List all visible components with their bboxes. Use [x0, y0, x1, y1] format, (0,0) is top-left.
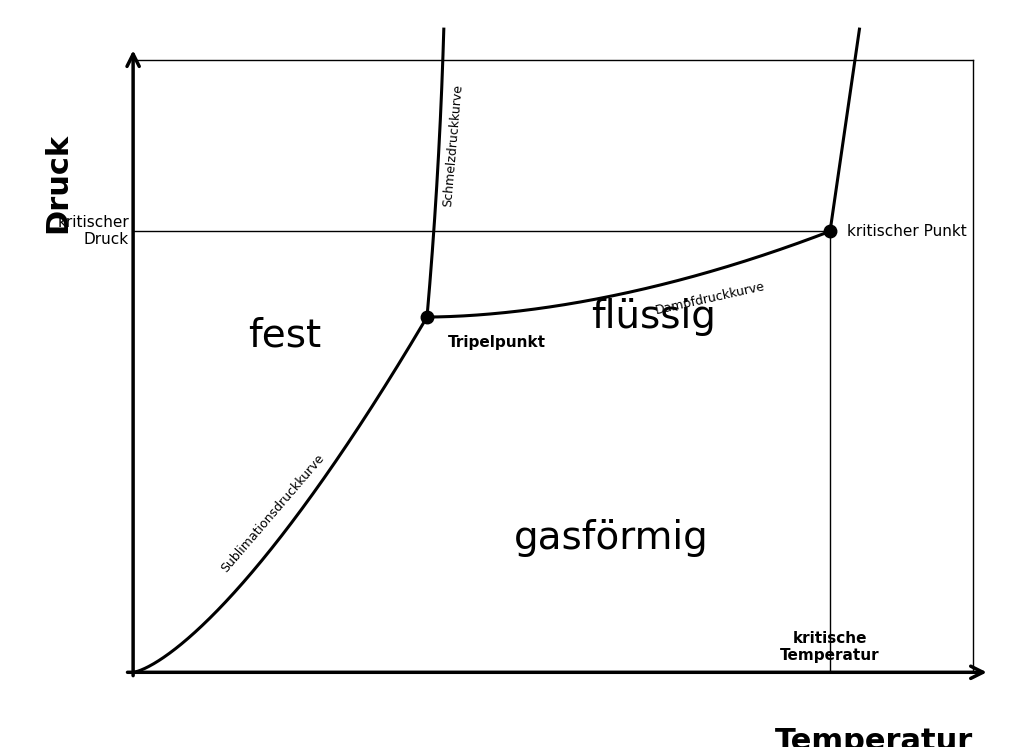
- Text: gasförmig: gasförmig: [514, 518, 709, 557]
- Text: Schmelzdruckkurve: Schmelzdruckkurve: [441, 84, 465, 208]
- Text: kritische
Temperatur: kritische Temperatur: [780, 630, 880, 663]
- Text: kritischer Punkt: kritischer Punkt: [847, 224, 967, 239]
- Text: Temperatur: Temperatur: [774, 728, 973, 747]
- Text: flüssig: flüssig: [591, 298, 716, 336]
- Text: fest: fest: [248, 317, 321, 354]
- Text: Dampfdruckkurve: Dampfdruckkurve: [653, 280, 766, 317]
- Text: Sublimationsdruckkurve: Sublimationsdruckkurve: [218, 451, 327, 574]
- Text: Tripelpunkt: Tripelpunkt: [449, 335, 546, 350]
- Text: Druck: Druck: [43, 133, 72, 233]
- Text: kritischer
Druck: kritischer Druck: [57, 215, 129, 247]
